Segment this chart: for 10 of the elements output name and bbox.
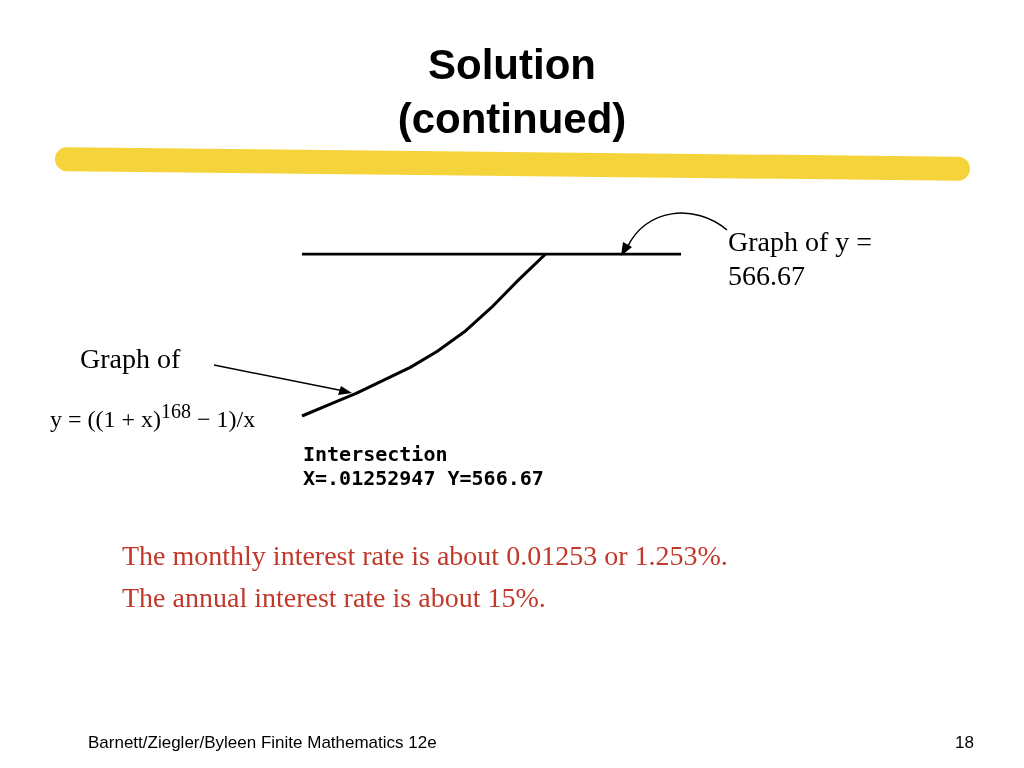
text: y = ((1 + x)$^{168}$ − 1)/x: [50, 400, 256, 433]
text: Graph of y = 566.67: [728, 225, 874, 293]
text: Graph of: [80, 343, 181, 375]
text: Intersection: [303, 442, 448, 466]
chart-title: Solution (continued): [396, 40, 628, 144]
text: Barnett/Ziegler/Byleen Finite Mathematics 12e: [88, 733, 437, 753]
text: The monthly interest rate is about 0.01253 or 1.253%.: [122, 540, 728, 572]
text: 18: [955, 733, 974, 753]
text: The annual interest rate is about 15%.: [122, 582, 546, 614]
text: X=.01252947 Y=566.67: [303, 466, 544, 490]
